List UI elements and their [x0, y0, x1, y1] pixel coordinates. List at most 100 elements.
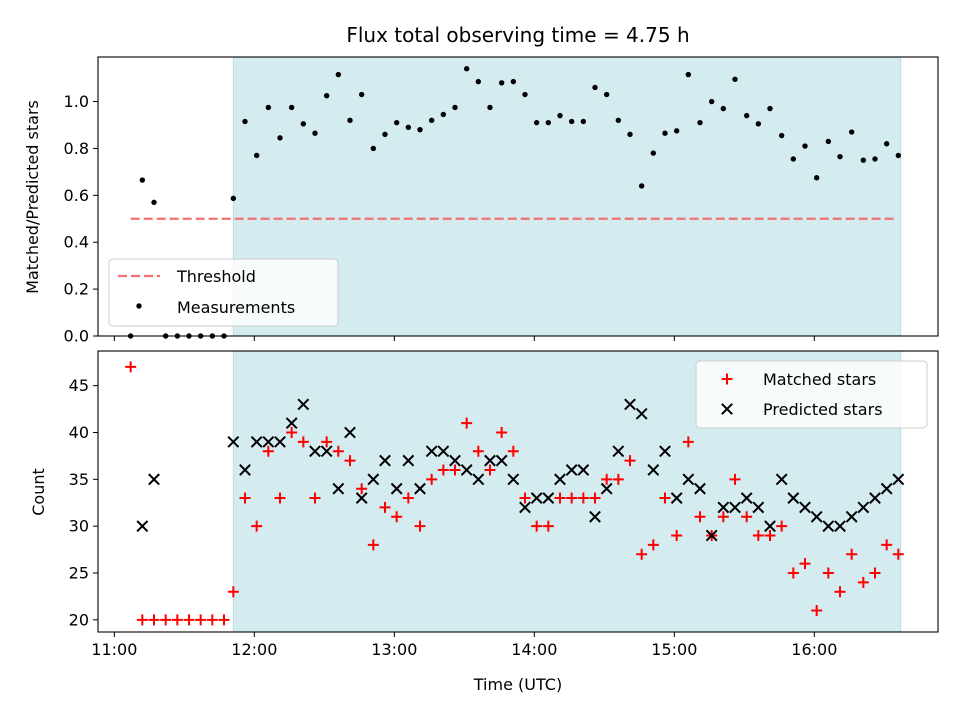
data-point	[332, 482, 345, 495]
data-point	[253, 152, 260, 159]
data-point	[589, 510, 601, 523]
data-point	[577, 492, 589, 504]
data-point	[391, 511, 403, 523]
data-point	[659, 492, 671, 504]
data-point	[813, 175, 820, 181]
data-point	[449, 454, 461, 467]
data-point	[160, 614, 172, 626]
data-point	[487, 104, 493, 111]
data-point	[250, 435, 263, 448]
data-point	[883, 141, 890, 147]
data-point	[869, 567, 881, 579]
data-point	[869, 492, 881, 504]
data-point	[685, 71, 692, 78]
data-point	[776, 520, 788, 532]
axes-frame	[97, 56, 939, 337]
data-point	[857, 501, 870, 514]
data-point	[321, 436, 333, 448]
data-point	[309, 492, 321, 504]
data-point	[565, 464, 578, 476]
data-point	[670, 492, 683, 504]
data-point	[206, 614, 218, 626]
data-point	[600, 482, 613, 495]
y-tick-label: 0.8	[64, 139, 89, 158]
data-point	[367, 473, 380, 486]
data-point	[510, 78, 517, 85]
x-tick-label: 11:00	[91, 640, 137, 659]
data-point	[799, 558, 811, 570]
data-point	[402, 492, 414, 504]
data-point	[344, 426, 356, 439]
data-point	[507, 473, 520, 486]
x-tick-label: 15:00	[651, 640, 697, 659]
data-point	[355, 492, 368, 504]
data-point	[624, 455, 636, 467]
top-legend: Threshold Measurements	[108, 258, 339, 327]
top-panel: 0.0 0.2 0.4 0.6 0.8 1.0 Threshold Measurements	[64, 56, 939, 346]
legend-predicted-label: Predicted stars	[763, 400, 883, 419]
data-point	[729, 501, 741, 514]
data-point	[195, 614, 207, 626]
axes-frame	[97, 350, 939, 633]
data-point	[720, 105, 727, 112]
data-point	[764, 520, 776, 533]
data-point	[475, 78, 482, 85]
observing-window-shade	[233, 57, 901, 336]
data-point	[542, 520, 554, 532]
y-tick-label: 20	[69, 610, 89, 629]
data-point	[554, 473, 566, 486]
data-point	[320, 445, 333, 458]
data-point	[810, 510, 823, 523]
data-point	[834, 586, 846, 598]
x-tick-label: 12:00	[231, 640, 277, 659]
data-point	[472, 445, 484, 457]
data-point	[323, 92, 330, 99]
figure-title: Flux total observing time = 4.75 h	[346, 23, 689, 47]
y-tick-label: 30	[69, 517, 89, 536]
data-point	[367, 539, 379, 551]
data-point	[755, 121, 762, 127]
data-point	[183, 614, 195, 626]
data-point	[139, 177, 146, 183]
data-point	[356, 483, 368, 495]
data-point	[425, 445, 438, 458]
data-point	[603, 91, 610, 98]
data-point	[892, 548, 904, 560]
data-point	[895, 152, 902, 159]
data-point	[358, 91, 365, 98]
y-tick-label: 35	[69, 470, 89, 489]
legend-measurement-label: Measurements	[177, 298, 295, 317]
data-point	[498, 80, 505, 86]
data-point	[344, 455, 356, 467]
data-point	[227, 435, 240, 448]
data-point	[743, 112, 750, 119]
data-point	[472, 473, 485, 486]
data-point	[647, 539, 659, 551]
data-point	[297, 398, 310, 411]
data-point	[647, 464, 660, 476]
data-point	[449, 464, 461, 476]
data-point	[440, 111, 447, 118]
data-point	[531, 520, 543, 532]
data-point	[787, 492, 800, 504]
x-tick-label: 16:00	[791, 640, 837, 659]
y-tick-label: 0.0	[64, 327, 89, 346]
data-point	[519, 492, 531, 504]
data-point	[262, 435, 275, 448]
legend-predicted-swatch	[721, 403, 733, 415]
data-point	[309, 445, 321, 458]
data-point	[239, 464, 251, 476]
data-point	[624, 398, 636, 411]
data-point	[265, 104, 272, 111]
data-point	[414, 482, 426, 495]
data-point	[405, 124, 412, 131]
data-point	[892, 473, 905, 486]
y-tick-label: 45	[69, 376, 89, 395]
data-point	[650, 150, 657, 156]
legend-box	[695, 360, 928, 429]
y-tick-label: 25	[69, 563, 89, 582]
data-point	[717, 511, 729, 523]
y-tick-label: 40	[69, 423, 89, 442]
data-point	[767, 105, 773, 112]
data-point	[533, 119, 540, 126]
